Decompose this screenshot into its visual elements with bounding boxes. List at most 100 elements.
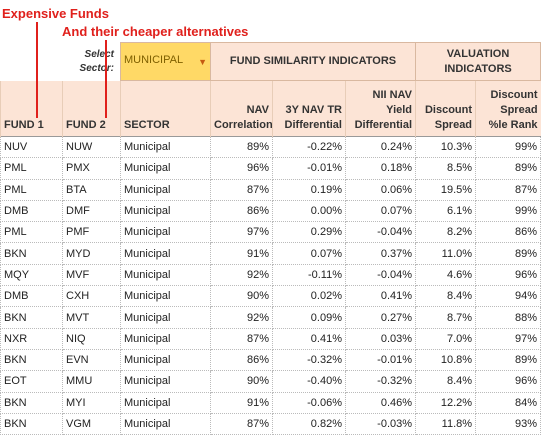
table-row: BKN VGM Municipal 87% 0.82% -0.03% 11.8% 93% [0,412,542,435]
table-cell: 8.4% [415,370,477,393]
table-cell: 87% [475,178,542,201]
table-cell: 7.0% [415,327,477,350]
table-cell: 97% [210,221,273,244]
table-cell: 96% [210,157,273,180]
table-cell: MYI [62,391,121,414]
table-cell: -0.01% [272,157,346,180]
table-cell: CXH [62,285,121,308]
table-row: BKN EVN Municipal 86% -0.32% -0.01% 10.8% 89% [0,348,542,372]
table-cell: Municipal [120,391,211,414]
table-cell: MVF [62,263,121,287]
table-cell: -0.32% [272,348,346,372]
table-row: MQY MVF Municipal 92% -0.11% -0.04% 4.6% 96% [0,263,542,287]
table-cell: -0.03% [344,412,417,435]
table-row: EOT MMU Municipal 90% -0.40% -0.32% 8.4% 96% [0,370,542,393]
table-row: PML BTA Municipal 87% 0.19% 0.06% 19.5% 87% [0,178,542,201]
table-cell: 89% [210,135,273,159]
table-cell: 0.46% [344,391,417,414]
table-cell: Municipal [120,178,211,201]
table-cell: -0.11% [272,263,346,287]
table-cell: EVN [62,348,121,372]
table-cell: 87% [210,327,273,350]
table-cell: MYD [62,242,121,265]
table-row: PML PMF Municipal 97% 0.29% -0.04% 8.2% 86% [0,221,542,244]
table-cell: PML [0,221,63,244]
table-cell: 0.41% [272,327,346,350]
table-cell: Municipal [120,199,211,223]
table-cell: 88% [475,306,542,329]
table-cell: MVT [62,306,121,329]
table-cell: 11.8% [415,412,477,435]
column-header: SECTOR [120,80,211,137]
table-cell: BKN [0,412,63,435]
table-row: PML PMX Municipal 96% -0.01% 0.18% 8.5% 89% [0,157,542,180]
table-cell: Municipal [120,306,211,329]
table-cell: DMB [0,199,63,223]
table-cell: 0.19% [272,178,346,201]
table-cell: 91% [210,242,273,265]
table-cell: 87% [210,178,273,201]
table-cell: 0.06% [344,178,417,201]
table-cell: PMX [62,157,121,180]
dropdown-value[interactable]: MUNICIPAL [124,54,184,66]
table-cell: 87% [210,412,273,435]
table-cell: 8.5% [415,157,477,180]
table-cell: 96% [475,263,542,287]
table-cell: MMU [62,370,121,393]
table-cell: 92% [210,306,273,329]
table-row: BKN MVT Municipal 92% 0.09% 0.27% 8.7% 88% [0,306,542,329]
selector-label: Select Sector: [62,42,121,81]
table-row: DMB DMF Municipal 86% 0.00% 0.07% 6.1% 99% [0,199,542,223]
table-cell: 0.37% [344,242,417,265]
fund-table: Select Sector: MUNICIPAL ▼ FUND SIMILARI… [0,42,542,435]
table-cell: NUW [62,135,121,159]
table-cell: 84% [475,391,542,414]
table-cell: Municipal [120,348,211,372]
blank [0,42,63,81]
table-cell: 86% [210,348,273,372]
table-cell: 94% [475,285,542,308]
table-cell: 99% [475,135,542,159]
table-cell: Municipal [120,221,211,244]
sector-dropdown[interactable]: MUNICIPAL ▼ [120,42,211,81]
table-cell: -0.04% [344,221,417,244]
table-cell: 86% [475,221,542,244]
table-cell: -0.22% [272,135,346,159]
column-header: FUND 2 [62,80,121,137]
table-cell: MQY [0,263,63,287]
table-cell: NUV [0,135,63,159]
table-cell: 0.07% [344,199,417,223]
annotation: Expensive Funds [2,6,109,21]
table-cell: 4.6% [415,263,477,287]
table-cell: 97% [475,327,542,350]
table-cell: NXR [0,327,63,350]
table-cell: 0.02% [272,285,346,308]
table-cell: Municipal [120,157,211,180]
table-cell: 93% [475,412,542,435]
table-cell: 0.27% [344,306,417,329]
column-header: NII NAV Yield Differential [344,80,416,137]
table-cell: 90% [210,370,273,393]
table-cell: PML [0,178,63,201]
table-cell: 0.29% [272,221,346,244]
table-cell: 89% [475,242,542,265]
table-cell: 11.0% [415,242,477,265]
column-header: FUND 1 [0,80,63,137]
table-cell: 86% [210,199,273,223]
column-header: Discount Spread %le Rank [475,80,541,137]
table-cell: 92% [210,263,273,287]
column-header: 3Y NAV TR Differential [272,80,346,137]
table-cell: Municipal [120,135,211,159]
table-cell: BKN [0,242,63,265]
table-cell: 8.4% [415,285,477,308]
table-cell: BKN [0,348,63,372]
table-cell: Municipal [120,327,211,350]
table-cell: 12.2% [415,391,477,414]
table-cell: 0.82% [272,412,346,435]
column-header: Discount Spread [415,80,476,137]
table-cell: Municipal [120,370,211,393]
table-row: BKN MYD Municipal 91% 0.07% 0.37% 11.0% 89% [0,242,542,265]
table-cell: 8.2% [415,221,477,244]
table-cell: BTA [62,178,121,201]
